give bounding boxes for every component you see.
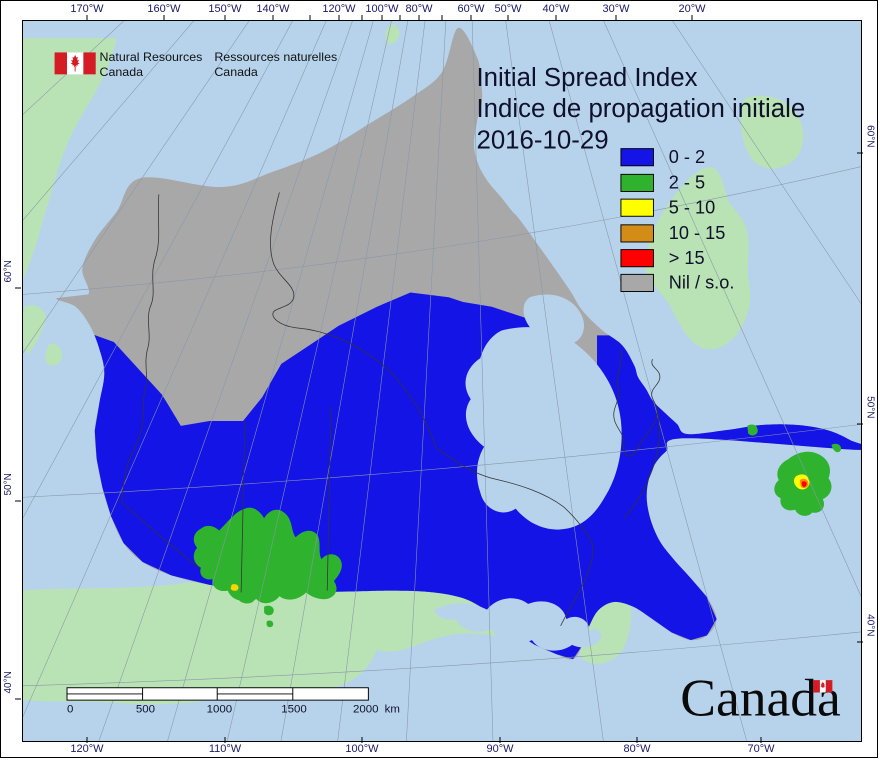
svg-text:10 - 15: 10 - 15 <box>669 223 726 243</box>
svg-text:5 - 10: 5 - 10 <box>669 197 715 217</box>
svg-text:km: km <box>385 704 400 716</box>
svg-text:2016-10-29: 2016-10-29 <box>476 127 608 155</box>
svg-text:Canada: Canada <box>100 65 144 79</box>
svg-text:Nil / s.o.: Nil / s.o. <box>669 273 735 293</box>
svg-text:1500: 1500 <box>281 704 307 716</box>
svg-text:Canada: Canada <box>680 667 841 727</box>
svg-text:Indice de propagation initiale: Indice de propagation initiale <box>476 95 805 123</box>
svg-text:0: 0 <box>67 704 73 716</box>
svg-text:> 15: > 15 <box>669 248 705 268</box>
svg-text:Initial Spread Index: Initial Spread Index <box>476 64 697 92</box>
svg-text:Ressources naturelles: Ressources naturelles <box>214 50 337 64</box>
svg-text:2 - 5: 2 - 5 <box>669 173 705 193</box>
svg-text:Natural Resources: Natural Resources <box>100 50 203 64</box>
svg-text:Canada: Canada <box>214 65 258 79</box>
svg-text:2000: 2000 <box>353 704 379 716</box>
svg-text:1000: 1000 <box>207 704 233 716</box>
svg-text:0 - 2: 0 - 2 <box>669 147 705 167</box>
svg-text:500: 500 <box>136 704 155 716</box>
